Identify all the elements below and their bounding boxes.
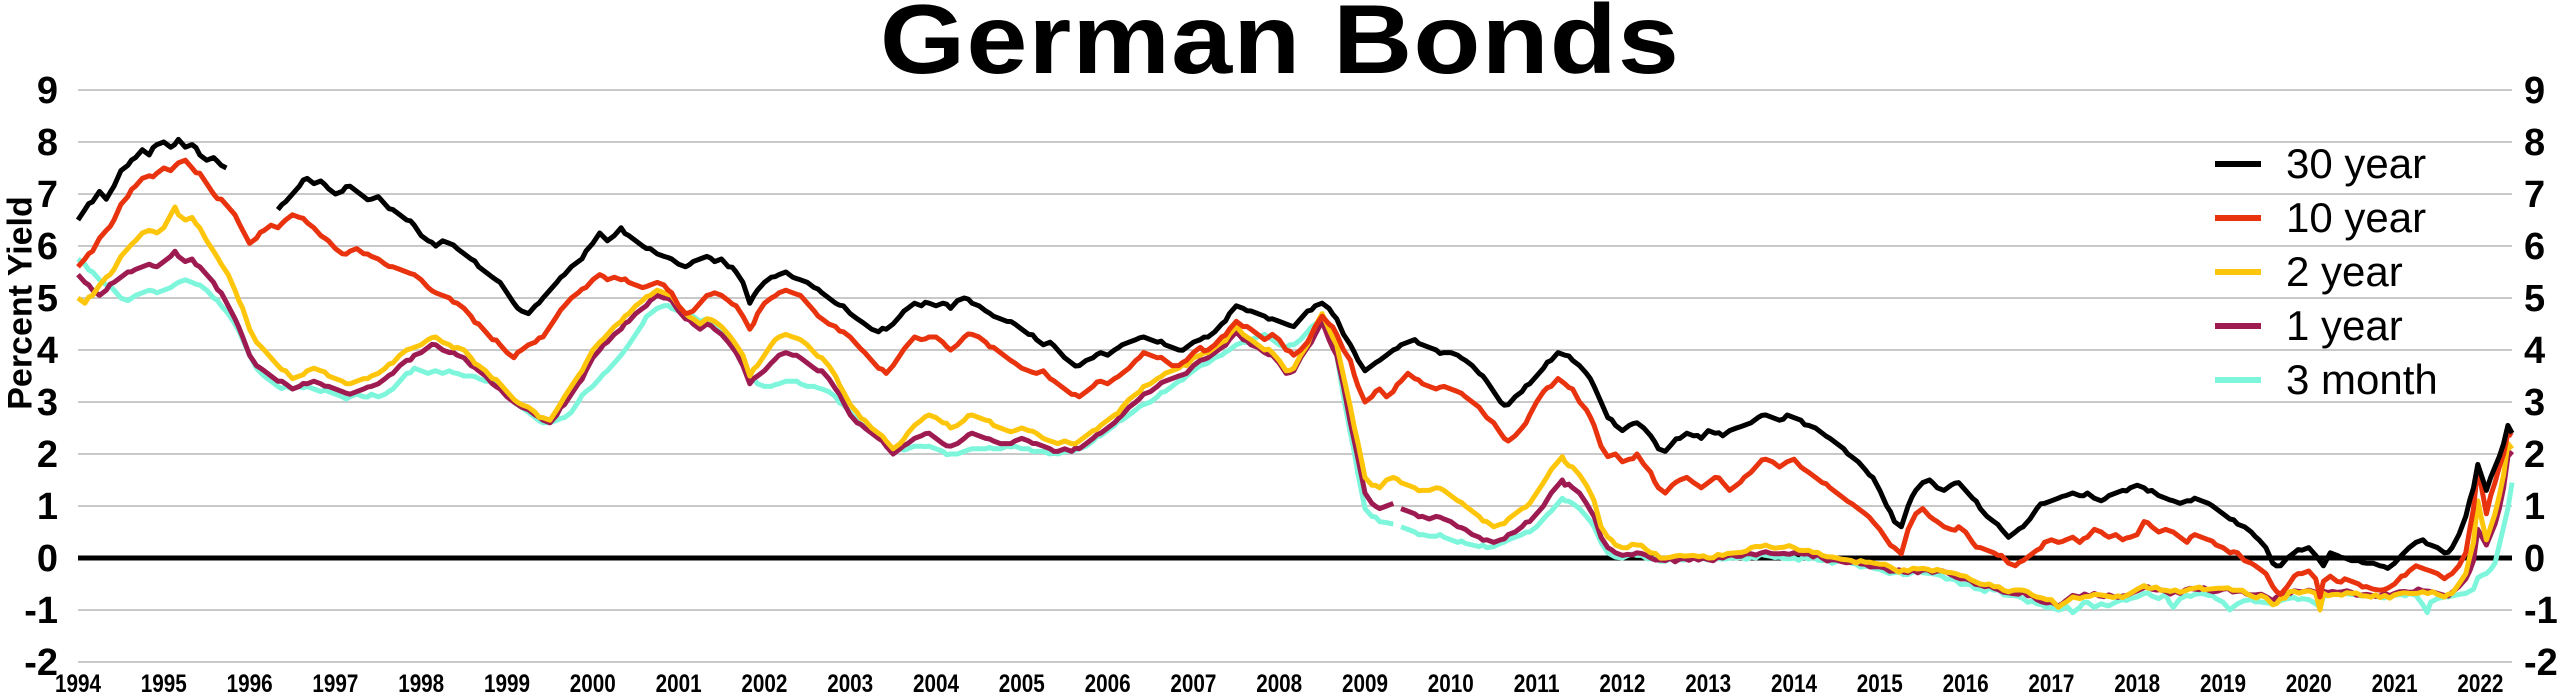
- x-tick-label: 2015: [1857, 670, 1903, 695]
- y-tick-label-left: 5: [37, 278, 58, 320]
- y-tick-label-right: 4: [2524, 330, 2545, 372]
- y-tick-label-right: 7: [2524, 174, 2545, 216]
- y-tick-label-right: -1: [2524, 590, 2558, 632]
- y-tick-label-left: 6: [37, 226, 58, 268]
- x-tick-label: 2016: [1943, 670, 1989, 695]
- legend-item-1-year: 1 year: [2215, 299, 2438, 353]
- x-tick-label: 2010: [1428, 670, 1474, 695]
- y-tick-label-right: 1: [2524, 486, 2545, 528]
- x-tick-label: 2017: [2028, 670, 2074, 695]
- x-tick-label: 2001: [656, 670, 702, 695]
- y-tick-label-right: 5: [2524, 278, 2545, 320]
- legend-label-10-year: 10 year: [2286, 194, 2427, 241]
- legend-swatch-2-year: [2215, 269, 2261, 275]
- chart-title: German Bonds: [879, 0, 1681, 94]
- y-tick-label-left: 0: [37, 538, 58, 580]
- legend-swatch-10-year: [2215, 215, 2261, 221]
- y-tick-label-right: 0: [2524, 538, 2545, 580]
- legend-item-3-month: 3 month: [2215, 353, 2438, 407]
- legend-item-2-year: 2 year: [2215, 245, 2438, 299]
- legend-swatch-30-year: [2215, 161, 2261, 167]
- x-tick-label: 2018: [2114, 670, 2160, 695]
- y-tick-label-right: 9: [2524, 70, 2545, 112]
- legend-label-2-year: 2 year: [2286, 248, 2403, 295]
- legend: 30 year 10 year 2 year 1 year 3 month: [2215, 137, 2438, 407]
- x-tick-label: 1996: [227, 670, 273, 695]
- legend-swatch-3-month: [2215, 377, 2261, 383]
- x-tick-label: 2005: [999, 670, 1045, 695]
- legend-item-10-year: 10 year: [2215, 191, 2438, 245]
- x-tick-label: 2012: [1599, 670, 1645, 695]
- x-tick-label: 2000: [570, 670, 616, 695]
- x-tick-label: 2002: [741, 670, 787, 695]
- y-tick-label-right: 8: [2524, 122, 2545, 164]
- x-tick-label: 2014: [1771, 670, 1817, 695]
- x-tick-label: 1994: [55, 670, 101, 695]
- x-tick-label: 2021: [2372, 670, 2418, 695]
- x-tick-label: 1997: [312, 670, 358, 695]
- x-tick-label: 1999: [484, 670, 530, 695]
- series-line-30-year: [75, 136, 2515, 571]
- series-line-10-year: [76, 157, 2514, 600]
- x-tick-label: 2008: [1256, 670, 1302, 695]
- legend-label-1-year: 1 year: [2286, 302, 2403, 349]
- x-tick-label: 2003: [827, 670, 873, 695]
- x-tick-label: 2013: [1685, 670, 1731, 695]
- series-line-2-year: [76, 204, 2515, 613]
- x-tick-label: 2020: [2286, 670, 2332, 695]
- legend-item-30-year: 30 year: [2215, 137, 2438, 191]
- y-tick-label-left: -1: [24, 590, 58, 632]
- x-tick-label: 2022: [2457, 670, 2503, 695]
- y-tick-label-right: -2: [2524, 642, 2558, 684]
- x-tick-label: 1998: [398, 670, 444, 695]
- legend-label-30-year: 30 year: [2286, 140, 2427, 187]
- y-tick-label-left: 8: [37, 122, 58, 164]
- y-tick-label-right: 3: [2524, 382, 2545, 424]
- x-tick-label: 2006: [1085, 670, 1131, 695]
- x-tick-label: 2004: [913, 670, 959, 695]
- y-tick-label-left: -2: [24, 642, 58, 684]
- x-tick-label: 1995: [141, 670, 187, 695]
- x-tick-label: 2019: [2200, 670, 2246, 695]
- y-tick-label-right: 2: [2524, 434, 2545, 476]
- y-tick-label-left: 3: [37, 382, 58, 424]
- x-tick-label: 2011: [1514, 670, 1560, 695]
- x-tick-label: 2007: [1170, 670, 1216, 695]
- y-tick-label-left: 2: [37, 434, 58, 476]
- legend-swatch-1-year: [2215, 323, 2261, 329]
- y-tick-label-left: 4: [37, 330, 58, 372]
- series-line-1-year: [76, 248, 2515, 609]
- y-tick-label-left: 9: [37, 70, 58, 112]
- x-tick-label: 2009: [1342, 670, 1388, 695]
- y-tick-label-left: 7: [37, 174, 58, 216]
- y-tick-label-right: 6: [2524, 226, 2545, 268]
- y-tick-label-left: 1: [37, 486, 58, 528]
- legend-label-3-month: 3 month: [2286, 356, 2438, 403]
